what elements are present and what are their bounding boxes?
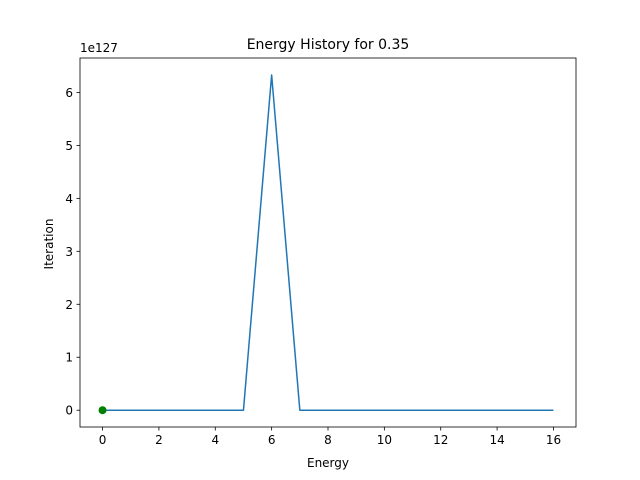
y-tick-label: 0 (65, 404, 73, 418)
start-marker-0 (98, 406, 107, 415)
y-offset-label: 1e127 (80, 41, 118, 55)
y-tick-label: 3 (65, 245, 73, 259)
x-tick-label: 8 (324, 433, 332, 447)
y-tick-label: 6 (65, 86, 73, 100)
y-tick-label: 5 (65, 139, 73, 153)
y-tick-label: 1 (65, 351, 73, 365)
y-tick-label: 4 (65, 192, 73, 206)
chart-title: Energy History for 0.35 (247, 37, 410, 53)
series-line-0 (102, 74, 554, 411)
x-tick-label: 10 (377, 433, 392, 447)
x-axis-label: Energy (307, 456, 349, 470)
x-tick-label: 2 (155, 433, 163, 447)
y-axis-ticks: 0 1 2 3 4 5 6 (65, 86, 80, 418)
x-axis-ticks: 0 2 4 6 8 10 12 14 16 (99, 427, 561, 447)
y-axis-label: Iteration (42, 219, 56, 270)
x-tick-label: 6 (268, 433, 276, 447)
plot-frame (79, 57, 577, 428)
x-tick-label: 12 (433, 433, 448, 447)
x-tick-label: 0 (99, 433, 107, 447)
plot-area (79, 57, 577, 428)
y-tick-label: 2 (65, 298, 73, 312)
x-tick-label: 14 (489, 433, 504, 447)
x-tick-label: 16 (546, 433, 561, 447)
x-tick-label: 4 (211, 433, 219, 447)
